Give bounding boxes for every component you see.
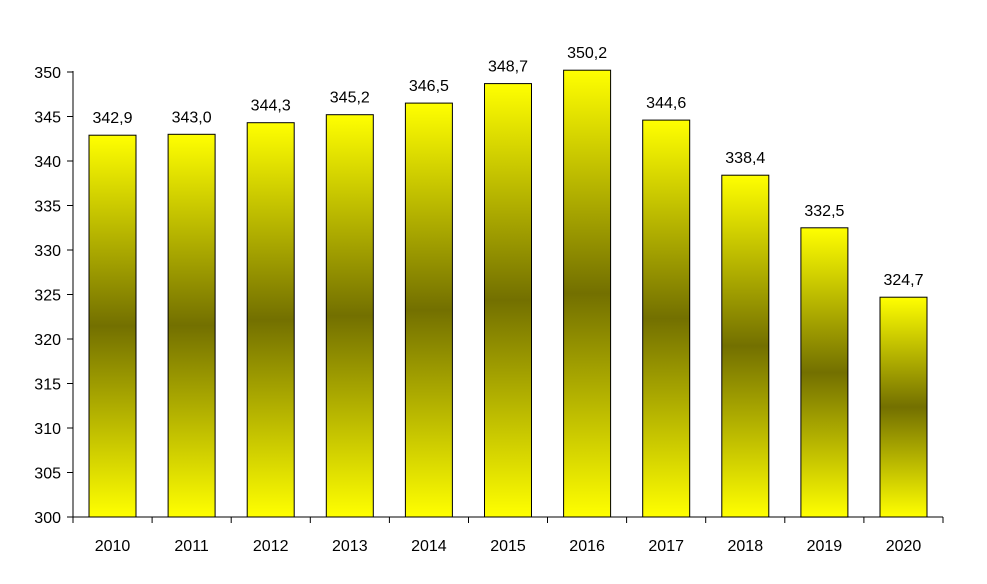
bar-2017 [642,119,691,518]
y-tick-label-340: 340 [34,154,61,171]
data-label-2014: 346,5 [409,78,449,95]
bar-2010 [88,134,137,518]
axes-group [67,71,944,523]
data-label-2018: 338,4 [725,150,765,167]
y-tick-label-350: 350 [34,65,61,82]
x-tick-label-2016: 2016 [569,538,605,555]
x-tick-label-2020: 2020 [886,538,922,555]
x-tick-label-2019: 2019 [807,538,843,555]
data-label-2019: 332,5 [804,203,844,220]
data-label-2010: 342,9 [92,110,132,127]
bars-group [88,69,928,518]
labels-group: 342,9 2010 343,0 2011 344,3 2012 345,2 2013 346,… [34,45,923,555]
y-tick-label-325: 325 [34,288,61,305]
x-tick-label-2010: 2010 [95,538,131,555]
y-tick-label-335: 335 [34,199,61,216]
data-label-2012: 344,3 [251,98,291,115]
x-tick-label-2014: 2014 [411,538,447,555]
y-tick-label-345: 345 [34,110,61,127]
bar-2014 [404,102,453,518]
y-tick-label-330: 330 [34,243,61,260]
x-tick-label-2011: 2011 [174,538,209,555]
data-label-2015: 348,7 [488,59,528,76]
data-label-2017: 344,6 [646,95,686,112]
data-label-2020: 324,7 [883,272,923,289]
bar-2020 [879,296,928,518]
y-tick-label-310: 310 [34,421,61,438]
bar-2015 [484,83,532,518]
bar-2012 [246,122,295,518]
bar-2018 [721,174,770,518]
y-tick-label-320: 320 [34,332,61,349]
y-tick-label-300: 300 [34,510,61,527]
y-tick-label-305: 305 [34,466,61,483]
bar-2013 [325,114,374,518]
x-tick-label-2017: 2017 [648,538,684,555]
bar-2019 [800,227,849,518]
data-label-2016: 350,2 [567,45,607,62]
data-label-2013: 345,2 [330,90,370,107]
x-tick-label-2015: 2015 [490,538,526,555]
data-label-2011: 343,0 [172,109,212,126]
y-tick-label-315: 315 [34,377,61,394]
bar-2016 [563,69,612,518]
x-tick-label-2013: 2013 [332,538,368,555]
x-tick-label-2018: 2018 [728,538,764,555]
x-tick-label-2012: 2012 [253,538,289,555]
bar-2011 [167,133,216,518]
